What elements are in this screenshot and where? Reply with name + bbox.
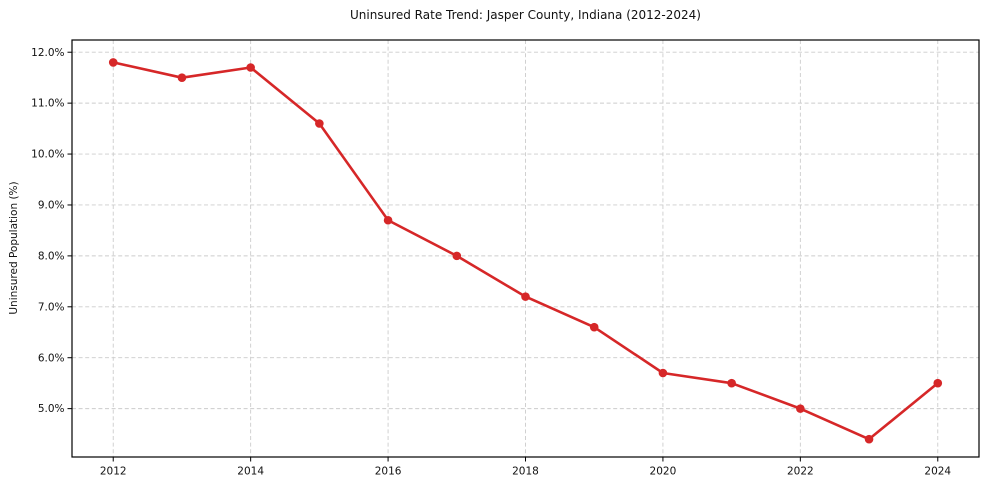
trend-line xyxy=(111,61,940,441)
y-tick-label: 11.0% xyxy=(31,98,64,110)
data-point xyxy=(177,73,187,82)
grid-lines xyxy=(72,40,979,457)
x-tick-label: 2014 xyxy=(237,466,264,478)
data-point xyxy=(383,215,393,225)
data-point xyxy=(315,119,324,128)
data-point xyxy=(864,434,874,444)
y-tick-label: 5.0% xyxy=(38,403,65,415)
y-tick-label: 12.0% xyxy=(31,47,64,59)
y-tick-label: 9.0% xyxy=(38,200,65,212)
data-point xyxy=(108,58,118,67)
data-point xyxy=(589,322,599,332)
data-point xyxy=(796,404,805,413)
axis-tick-marks xyxy=(67,51,939,462)
data-point xyxy=(452,251,462,261)
plot-border xyxy=(71,39,980,458)
y-tick-label: 7.0% xyxy=(38,301,65,313)
y-tick-labels: 5.0% 6.0% 7.0% 8.0% 9.0% 10.0% 11.0% 12.0% xyxy=(31,47,64,415)
data-point xyxy=(521,292,530,301)
x-tick-label: 2022 xyxy=(787,466,814,478)
data-point xyxy=(246,63,255,72)
data-point-markers xyxy=(108,58,943,444)
x-tick-label: 2018 xyxy=(512,466,539,478)
x-tick-labels: 2012 2014 2016 2018 2020 2022 2024 xyxy=(100,466,952,478)
data-point xyxy=(933,378,943,388)
chart-title: Uninsured Rate Trend: Jasper County, Ind… xyxy=(350,8,701,22)
data-point xyxy=(727,378,736,388)
x-tick-label: 2016 xyxy=(375,466,402,478)
y-tick-label: 10.0% xyxy=(31,149,64,161)
y-tick-label: 6.0% xyxy=(38,352,65,364)
y-tick-label: 8.0% xyxy=(38,250,65,262)
x-tick-label: 2012 xyxy=(100,466,127,478)
data-point xyxy=(658,368,668,378)
x-tick-label: 2020 xyxy=(650,466,677,478)
x-tick-label: 2024 xyxy=(924,466,951,478)
